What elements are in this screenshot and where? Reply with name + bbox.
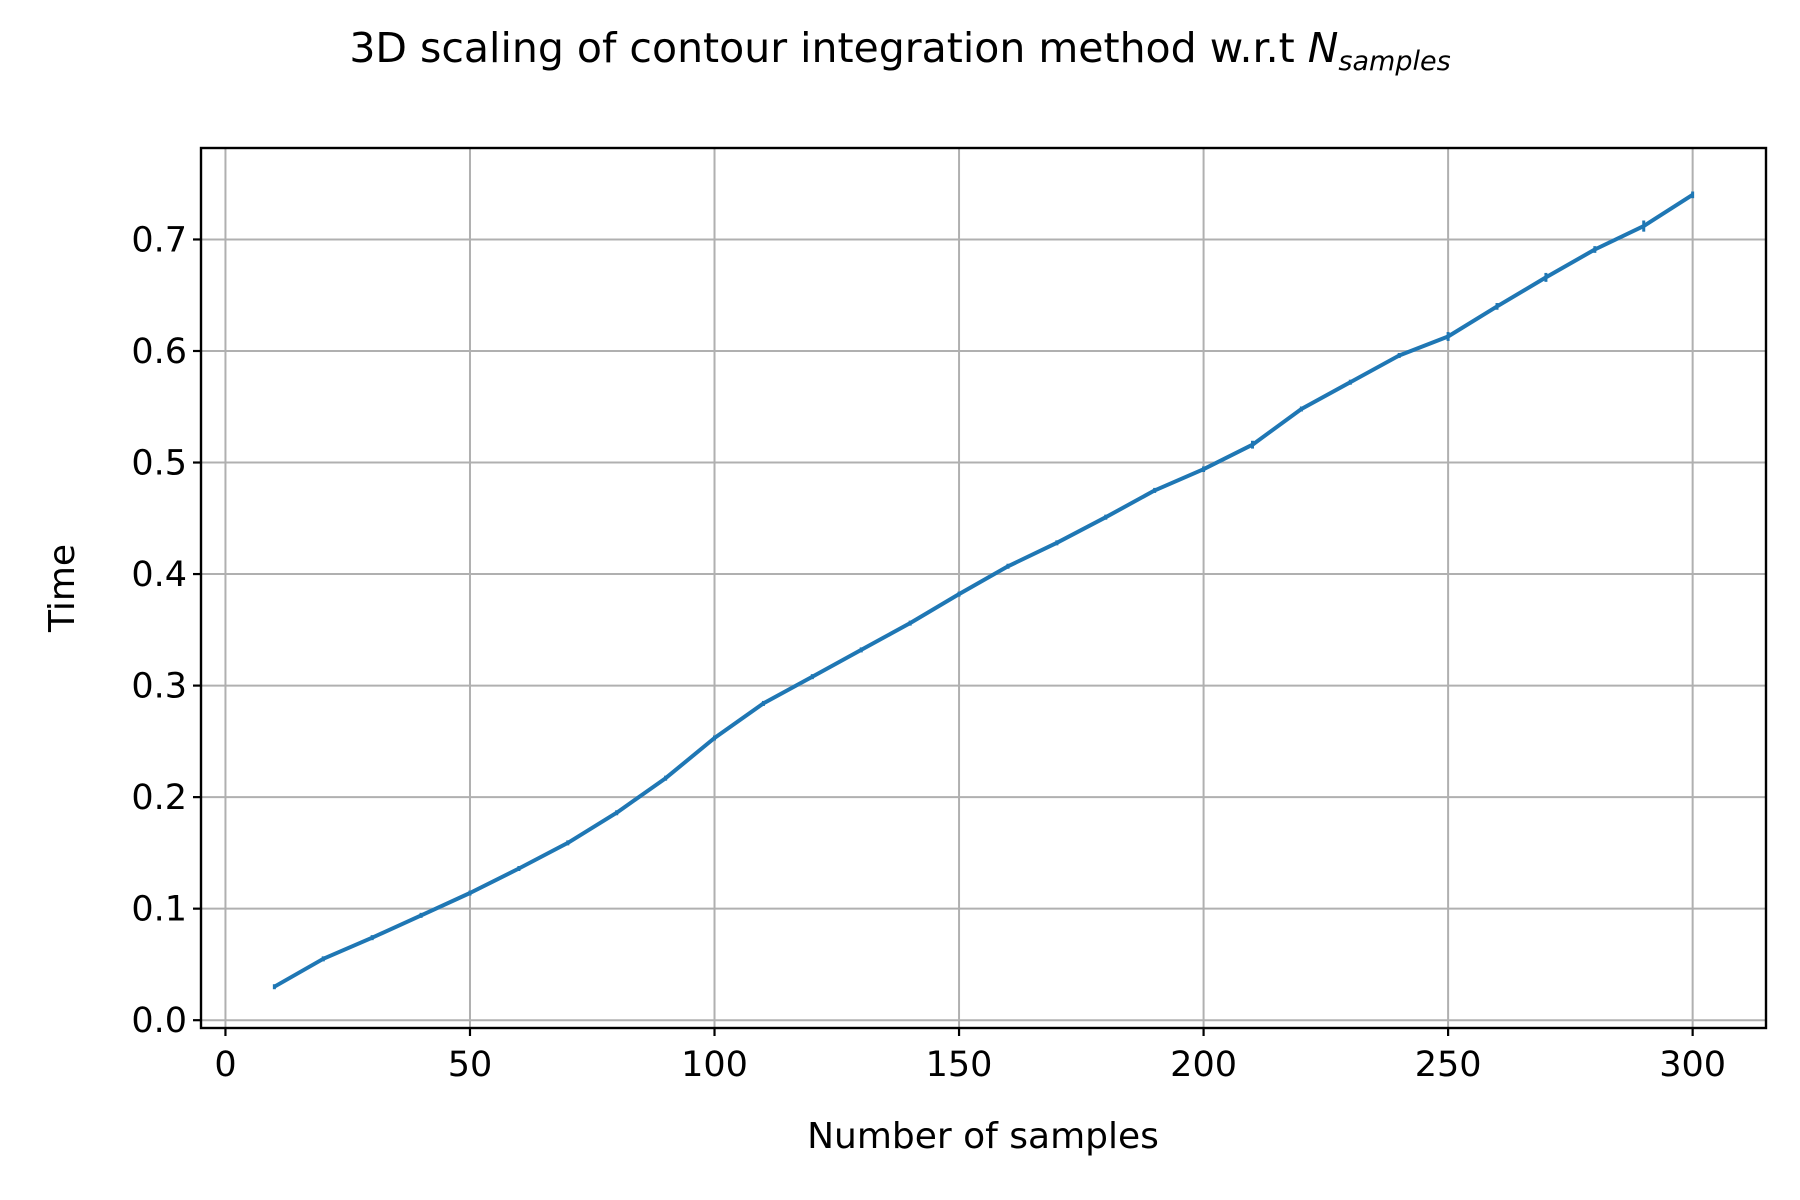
y-tick-label: 0.1 (131, 890, 187, 930)
x-tick-label: 150 (926, 1045, 993, 1085)
grid (201, 148, 1766, 1028)
x-tick-label: 0 (214, 1045, 236, 1085)
plot-frame (199, 146, 1768, 1030)
axis-ticks: 0 50 100 150 200 250 300 0.0 0.1 0.2 0.3 0.4 0.5 0.6 0… (131, 220, 1726, 1085)
x-tick-label: 200 (1170, 1045, 1237, 1085)
x-tick-label: 250 (1415, 1045, 1482, 1085)
y-tick-label: 0.7 (131, 220, 187, 260)
x-tick-label: 300 (1659, 1045, 1726, 1085)
y-tick-label: 0.2 (131, 778, 187, 818)
y-axis-label: Time (42, 544, 83, 633)
x-axis-label: Number of samples (807, 1116, 1159, 1157)
x-tick-label: 50 (448, 1045, 493, 1085)
series-line (273, 193, 1694, 989)
y-tick-label: 0.3 (131, 667, 187, 707)
y-tick-label: 0.0 (131, 1001, 187, 1041)
series-group (272, 191, 1695, 990)
y-tick-label: 0.4 (131, 555, 187, 595)
chart-title: 3D scaling of contour integration method… (349, 24, 1450, 77)
y-tick-label: 0.6 (131, 332, 187, 372)
y-tick-label: 0.5 (131, 444, 187, 484)
x-tick-label: 100 (681, 1045, 748, 1085)
